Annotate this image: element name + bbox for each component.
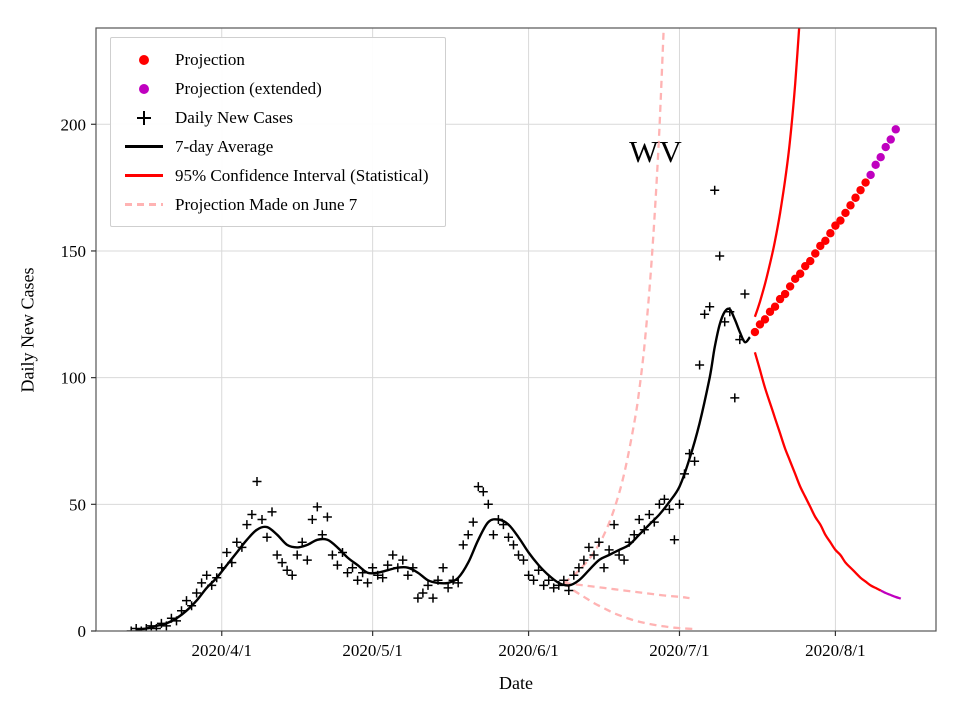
plot-border <box>95 27 937 632</box>
state-annotation: WV <box>629 134 683 170</box>
series-ci-upper <box>753 28 801 318</box>
x-tick-label: 2020/4/1 <box>192 641 252 660</box>
legend-marker-plus <box>123 110 165 126</box>
legend-marker-dot <box>123 52 165 68</box>
y-tick-label: 150 <box>61 242 87 261</box>
legend-item-projection-extended: Projection (extended) <box>123 74 429 103</box>
y-tick-label: 100 <box>61 369 87 388</box>
series-ci-lower-extended <box>880 589 902 600</box>
series-projection-extended <box>866 125 900 180</box>
series-avg7 <box>136 307 751 631</box>
axis-ticks: 2020/4/1 2020/5/1 2020/6/1 2020/7/1 2020/8/1… <box>61 115 866 660</box>
legend: Projection Projection (extended) Daily N… <box>110 37 446 227</box>
series-daily-cases <box>126 185 750 631</box>
legend-item-projection: Projection <box>123 45 429 74</box>
series-june7_lower <box>563 581 695 631</box>
x-tick-label: 2020/8/1 <box>805 641 865 660</box>
y-tick-label: 200 <box>61 115 87 134</box>
x-axis-label: Date <box>499 673 533 693</box>
legend-item-7-day-average: 7-day Average <box>123 132 429 161</box>
legend-marker-line <box>123 168 165 184</box>
legend-item-confidence-interval: 95% Confidence Interval (Statistical) <box>123 161 429 190</box>
series-june7_upper <box>563 28 665 584</box>
x-tick-label: 2020/5/1 <box>342 641 402 660</box>
y-axis-label: Daily New Cases <box>17 267 38 393</box>
legend-marker-dash <box>123 197 165 213</box>
x-tick-label: 2020/7/1 <box>649 641 709 660</box>
legend-label: Projection <box>175 49 245 69</box>
legend-label: Projection (extended) <box>175 78 322 98</box>
series-june7_mid <box>563 581 690 600</box>
series-ci-lower <box>753 351 882 592</box>
y-tick-label: 0 <box>78 622 87 641</box>
legend-label: 7-day Average <box>175 136 274 156</box>
x-tick-label: 2020/6/1 <box>498 641 558 660</box>
series-projection <box>750 178 870 337</box>
legend-item-daily-new-cases: Daily New Cases <box>123 103 429 132</box>
legend-label: Projection Made on June 7 <box>175 194 358 214</box>
legend-item-projection-june7: Projection Made on June 7 <box>123 190 429 219</box>
y-tick-label: 50 <box>69 495 86 514</box>
series <box>126 28 902 631</box>
legend-marker-dot <box>123 81 165 97</box>
legend-label: Daily New Cases <box>175 107 294 127</box>
legend-label: 95% Confidence Interval (Statistical) <box>175 165 429 185</box>
legend-marker-line <box>123 139 165 155</box>
